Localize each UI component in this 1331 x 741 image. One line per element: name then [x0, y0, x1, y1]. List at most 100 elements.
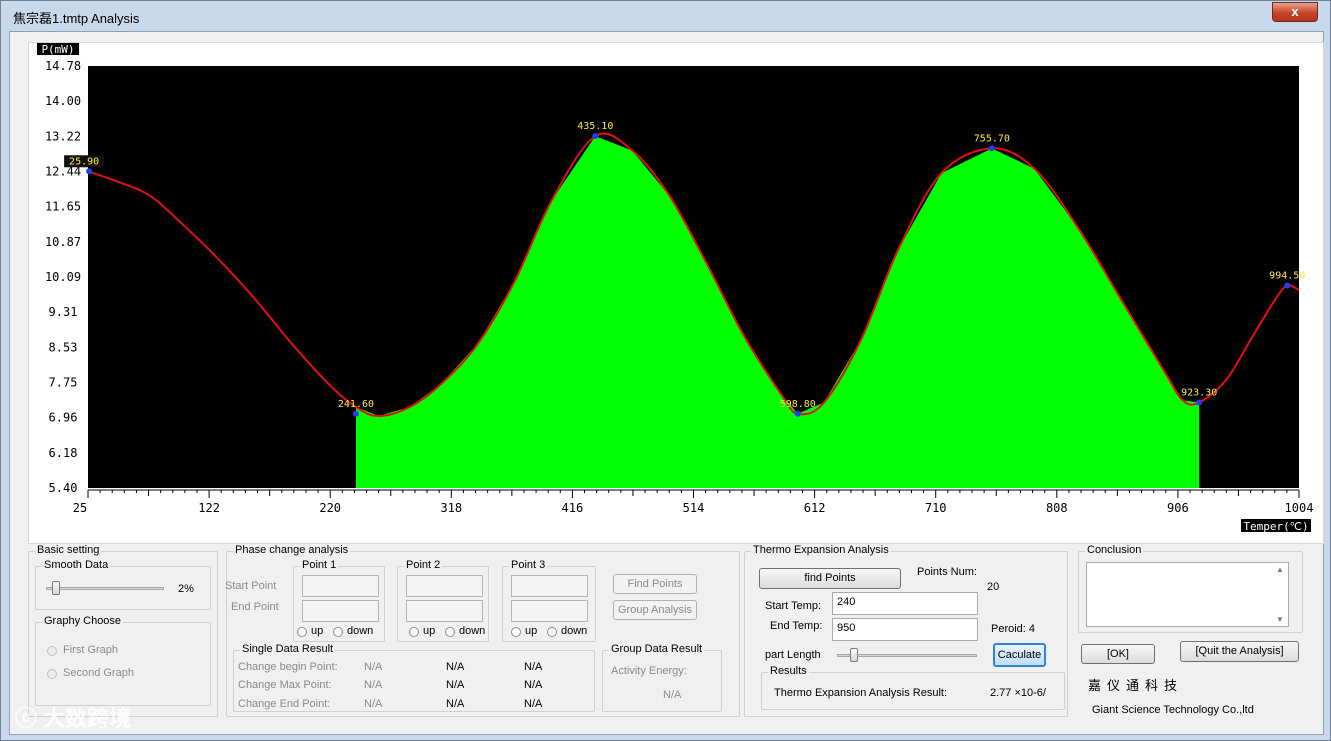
fill-area — [355, 136, 1200, 488]
title-bar[interactable]: 焦宗磊1.tmtp Analysis x — [1, 1, 1330, 31]
x-tick-label: 318 — [440, 501, 462, 515]
x-axis-label-bg — [1241, 519, 1311, 532]
start-temp-input[interactable]: 240 — [832, 592, 978, 615]
y-tick-label: 10.87 — [45, 235, 81, 249]
x-tick-label: 612 — [804, 501, 826, 515]
point3-up-radio[interactable] — [511, 627, 521, 637]
point2-down-radio[interactable] — [445, 627, 455, 637]
point2-group: Point 2 up down — [397, 559, 489, 642]
basic-setting-group: Basic setting Smooth Data 2% Graphy Choo… — [28, 544, 218, 717]
conclusion-textarea[interactable]: ▲ ▼ — [1086, 562, 1289, 627]
part-length-label: part Length — [765, 649, 821, 661]
client-area: 14.78 14.00 13.22 12.44 11.65 10.87 10.09 9.31 8… — [9, 31, 1324, 735]
point2-title: Point 2 — [404, 559, 443, 571]
peak-annotation: 25.90 — [69, 156, 99, 167]
point1-title: Point 1 — [300, 559, 339, 571]
scroll-down-icon[interactable]: ▼ — [1276, 615, 1284, 624]
point2-up-radio[interactable] — [409, 627, 419, 637]
thermo-expansion-title: Thermo Expansion Analysis — [751, 544, 891, 556]
y-tick-label: 13.22 — [45, 129, 81, 143]
period-label: Peroid: 4 — [991, 623, 1036, 635]
change-max-label: Change Max Point: — [238, 679, 332, 691]
watermark-logo-icon: ⓒ — [15, 706, 38, 731]
group-data-result-group: Group Data Result Activity Energy: N/A — [602, 643, 722, 712]
second-graph-radio[interactable] — [47, 669, 57, 679]
thermo-find-points-button[interactable]: find Points — [759, 568, 901, 589]
thermo-result-label: Thermo Expansion Analysis Result: — [774, 687, 948, 699]
company-name-cn: 嘉仪通科技 — [1088, 678, 1184, 693]
point2-down-label: down — [459, 625, 486, 637]
scroll-up-icon[interactable]: ▲ — [1276, 565, 1284, 574]
peak-marker — [794, 410, 801, 417]
find-points-button[interactable]: Find Points — [613, 574, 697, 594]
power-temperature-chart: 14.78 14.00 13.22 12.44 11.65 10.87 10.09 9.31 8… — [37, 43, 1314, 533]
calculate-button[interactable]: Caculate — [993, 643, 1046, 667]
smooth-data-group: Smooth Data 2% — [35, 559, 211, 610]
group-analysis-button[interactable]: Group Analysis — [613, 600, 697, 620]
change-end-value-3: N/A — [524, 698, 543, 710]
conclusion-title: Conclusion — [1085, 544, 1144, 556]
data-line — [87, 132, 1300, 418]
peak-marker — [988, 145, 995, 152]
smooth-slider-thumb[interactable] — [52, 581, 60, 595]
change-begin-value-2: N/A — [446, 661, 465, 673]
change-begin-label: Change begin Point: — [238, 661, 338, 673]
smooth-value: 2% — [178, 583, 194, 595]
peak-marker — [592, 133, 599, 140]
change-max-value-3: N/A — [524, 679, 543, 691]
y-tick-label: 5.40 — [49, 481, 78, 495]
point3-end-field[interactable] — [511, 600, 588, 622]
point1-start-field[interactable] — [302, 575, 379, 597]
watermark-text: 大数跨境 — [43, 706, 132, 731]
point2-end-field[interactable] — [406, 600, 483, 622]
change-max-value-2: N/A — [446, 679, 465, 691]
smooth-slider-track — [46, 587, 164, 590]
point3-down-label: down — [561, 625, 588, 637]
point1-end-field[interactable] — [302, 600, 379, 622]
point3-start-field[interactable] — [511, 575, 588, 597]
point3-down-radio[interactable] — [547, 627, 557, 637]
y-tick-label: 9.31 — [49, 305, 78, 319]
x-tick-label: 710 — [925, 501, 947, 515]
part-length-slider-thumb[interactable] — [850, 648, 858, 662]
y-tick-label: 14.00 — [45, 94, 81, 108]
y-tick-label: 12.44 — [45, 165, 81, 179]
point2-start-field[interactable] — [406, 575, 483, 597]
company-name-en: Giant Science Technology Co.,ltd — [1092, 704, 1254, 716]
activity-energy-value: N/A — [663, 689, 682, 701]
peak-annotation: 994.50 — [1269, 271, 1305, 282]
change-begin-value-1: N/A — [364, 661, 383, 673]
x-tick-label: 122 — [198, 501, 220, 515]
peak-annotation: 755.70 — [974, 133, 1010, 144]
thermo-result-value: 2.77 ×10-6/ — [990, 687, 1046, 699]
x-tick-label: 220 — [319, 501, 341, 515]
start-temp-label: Start Temp: — [765, 600, 822, 612]
point1-group: Point 1 up down — [293, 559, 385, 642]
group-data-result-title: Group Data Result — [609, 643, 705, 655]
x-tick-label: 416 — [562, 501, 584, 515]
first-graph-radio[interactable] — [47, 646, 57, 656]
ok-button[interactable]: [OK] — [1081, 644, 1155, 664]
window-title: 焦宗磊1.tmtp Analysis — [13, 11, 140, 26]
point1-down-radio[interactable] — [333, 627, 343, 637]
change-end-label: Change End Point: — [238, 698, 331, 710]
quit-analysis-button[interactable]: [Quit the Analysis] — [1180, 641, 1299, 662]
x-tick-label: 514 — [683, 501, 705, 515]
single-data-result-group: Single Data Result Change begin Point: C… — [233, 643, 595, 712]
end-temp-input[interactable]: 950 — [832, 618, 978, 641]
x-tick-label: 1004 — [1285, 501, 1314, 515]
point2-up-label: up — [423, 625, 436, 637]
close-button[interactable]: x — [1272, 2, 1318, 22]
activity-energy-label: Activity Energy: — [611, 665, 687, 677]
smooth-data-title: Smooth Data — [42, 559, 111, 571]
point1-up-radio[interactable] — [297, 627, 307, 637]
point3-title: Point 3 — [509, 559, 548, 571]
change-end-value-2: N/A — [446, 698, 465, 710]
second-graph-label: Second Graph — [63, 667, 134, 679]
peak-marker — [86, 168, 93, 175]
point1-down-label: down — [347, 625, 374, 637]
single-data-result-title: Single Data Result — [240, 643, 336, 655]
end-point-label: End Point — [231, 601, 279, 613]
thermo-expansion-group: Thermo Expansion Analysis find Points Po… — [744, 544, 1068, 717]
